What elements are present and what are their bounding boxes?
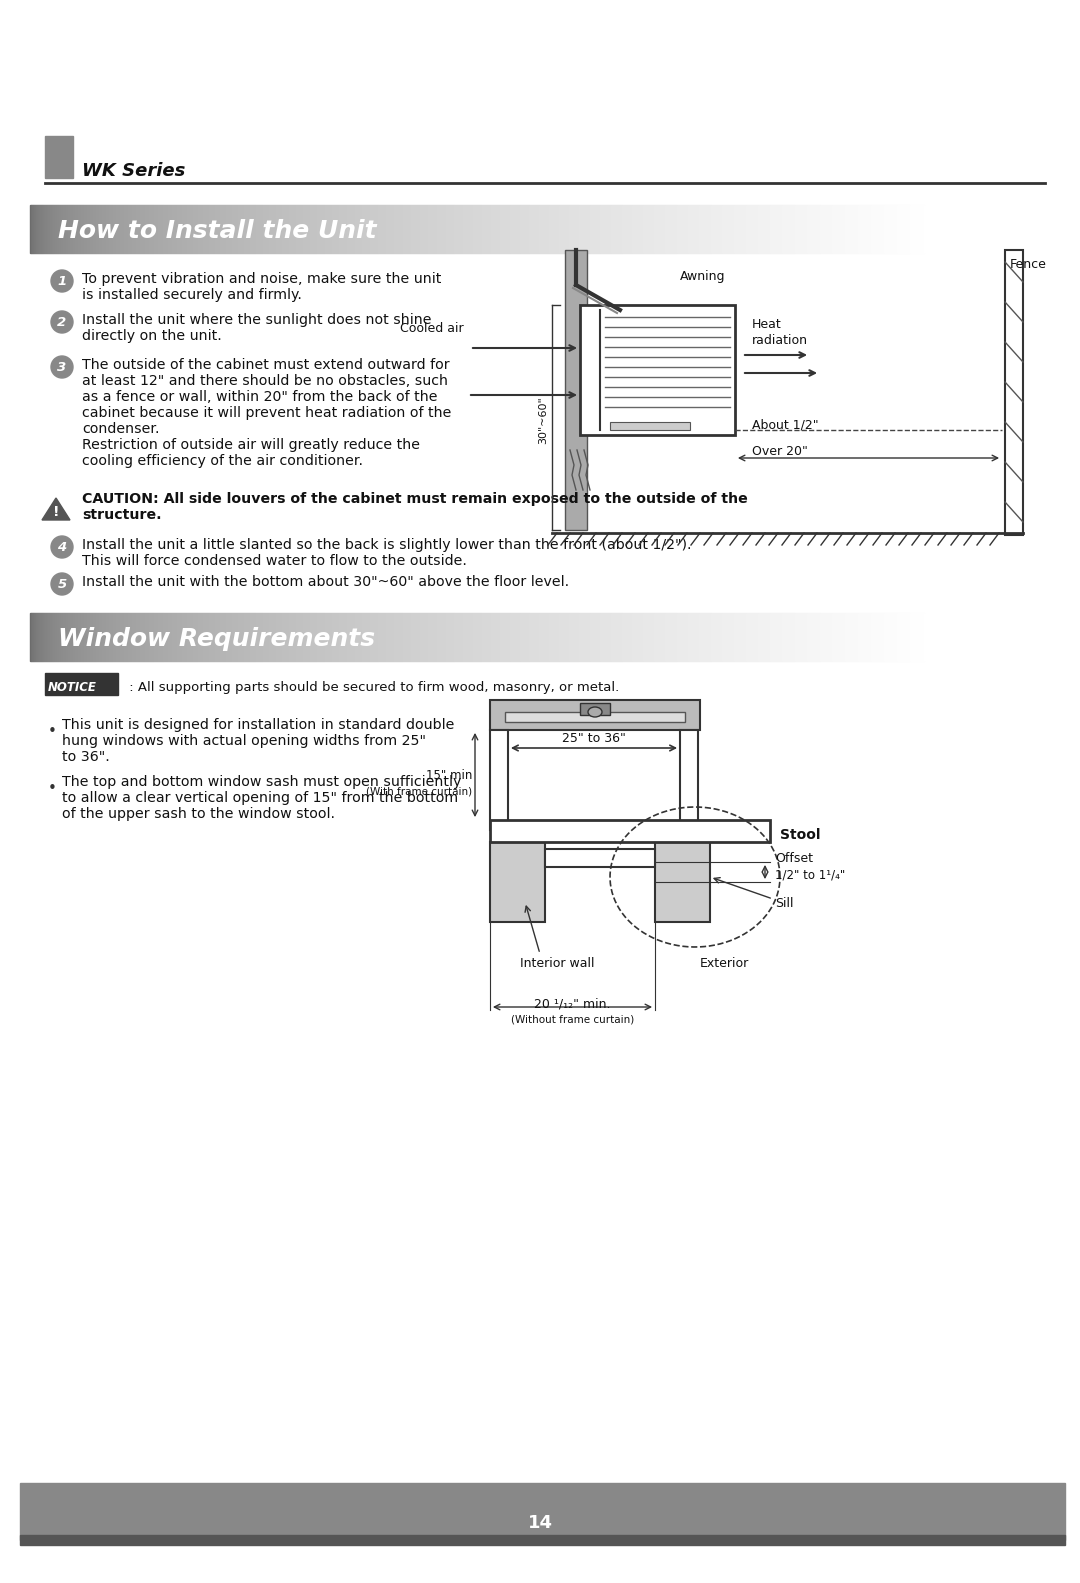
Text: radiation: radiation: [752, 334, 808, 347]
Text: of the upper sash to the window stool.: of the upper sash to the window stool.: [62, 807, 335, 822]
Text: WK Series: WK Series: [82, 161, 186, 180]
Bar: [21, 1536, 1065, 1545]
Text: hung windows with actual opening widths from 25": hung windows with actual opening widths …: [62, 735, 426, 749]
Text: Install the unit where the sunlight does not shine: Install the unit where the sunlight does…: [82, 313, 432, 328]
Text: 2: 2: [57, 315, 67, 329]
Text: structure.: structure.: [82, 508, 162, 522]
Ellipse shape: [588, 708, 602, 717]
Text: is installed securely and firmly.: is installed securely and firmly.: [82, 288, 302, 302]
Text: 25" to 36": 25" to 36": [562, 731, 626, 746]
Bar: [654, 842, 710, 921]
Text: 14: 14: [527, 1513, 553, 1532]
Text: Sill: Sill: [775, 898, 794, 910]
Text: Cooled air: Cooled air: [400, 321, 463, 336]
Text: 1/2" to 1¹/₄": 1/2" to 1¹/₄": [775, 867, 846, 882]
Bar: [490, 842, 545, 921]
Bar: [1005, 250, 1023, 535]
Bar: [490, 820, 770, 842]
Text: Restriction of outside air will greatly reduce the: Restriction of outside air will greatly …: [82, 438, 420, 453]
Circle shape: [51, 573, 73, 595]
Polygon shape: [42, 499, 70, 519]
Circle shape: [51, 310, 73, 332]
Text: Stool: Stool: [780, 828, 821, 842]
Text: NOTICE: NOTICE: [48, 681, 97, 693]
Text: as a fence or wall, within 20" from the back of the: as a fence or wall, within 20" from the …: [82, 389, 437, 404]
Text: •: •: [48, 780, 57, 796]
Text: cabinet because it will prevent heat radiation of the: cabinet because it will prevent heat rad…: [82, 405, 451, 419]
Circle shape: [51, 356, 73, 378]
Text: •: •: [48, 723, 57, 739]
Text: directly on the unit.: directly on the unit.: [82, 329, 221, 344]
Text: Awning: Awning: [680, 271, 726, 283]
Text: at least 12" and there should be no obstacles, such: at least 12" and there should be no obst…: [82, 374, 448, 388]
Text: 4: 4: [57, 540, 67, 554]
Bar: [580, 703, 610, 716]
Text: Install the unit with the bottom about 30"~60" above the floor level.: Install the unit with the bottom about 3…: [82, 575, 569, 589]
Text: 20 ¹/₁₂" min.: 20 ¹/₁₂" min.: [535, 997, 611, 1010]
Text: Heat: Heat: [752, 318, 782, 331]
Bar: [580, 306, 735, 435]
Text: Exterior: Exterior: [700, 958, 750, 970]
Text: The top and bottom window sash must open sufficiently: The top and bottom window sash must open…: [62, 776, 461, 788]
Text: : All supporting parts should be secured to firm wood, masonry, or metal.: : All supporting parts should be secured…: [125, 681, 619, 693]
Bar: [565, 250, 588, 530]
Text: CAUTION: All side louvers of the cabinet must remain exposed to the outside of t: CAUTION: All side louvers of the cabinet…: [82, 492, 747, 507]
Bar: [505, 712, 685, 722]
Text: Interior wall: Interior wall: [519, 958, 594, 970]
Text: to allow a clear vertical opening of 15" from the bottom: to allow a clear vertical opening of 15"…: [62, 792, 458, 806]
Text: condenser.: condenser.: [82, 423, 160, 435]
Text: To prevent vibration and noise, make sure the unit: To prevent vibration and noise, make sur…: [82, 272, 442, 287]
Text: The outside of the cabinet must extend outward for: The outside of the cabinet must extend o…: [82, 358, 449, 372]
Bar: [545, 848, 654, 867]
Circle shape: [51, 271, 73, 291]
Text: 30"~60": 30"~60": [538, 396, 548, 443]
Text: How to Install the Unit: How to Install the Unit: [58, 218, 377, 244]
Text: Over 20": Over 20": [752, 445, 808, 457]
Text: 3: 3: [57, 361, 67, 374]
Text: cooling efficiency of the air conditioner.: cooling efficiency of the air conditione…: [82, 454, 363, 469]
Text: (With frame curtain): (With frame curtain): [366, 787, 472, 796]
Text: Fence: Fence: [1010, 258, 1047, 271]
Bar: [21, 1483, 1065, 1540]
Text: This unit is designed for installation in standard double: This unit is designed for installation i…: [62, 719, 455, 731]
Text: to 36".: to 36".: [62, 750, 110, 765]
Text: This will force condensed water to flow to the outside.: This will force condensed water to flow …: [82, 554, 467, 568]
Text: Window Requirements: Window Requirements: [58, 627, 375, 651]
Bar: [680, 730, 698, 829]
Text: About 1/2": About 1/2": [752, 418, 819, 431]
Bar: [45, 136, 73, 177]
Bar: [45, 673, 118, 695]
Text: 1: 1: [57, 274, 67, 288]
Text: Offset: Offset: [775, 852, 813, 864]
Text: 5: 5: [57, 578, 67, 590]
Circle shape: [51, 537, 73, 557]
Text: (Without frame curtain): (Without frame curtain): [511, 1015, 634, 1024]
Bar: [490, 730, 508, 829]
Text: 15" min: 15" min: [426, 768, 472, 782]
Text: !: !: [53, 505, 59, 519]
Bar: [610, 423, 690, 431]
Bar: [490, 700, 700, 730]
Text: Install the unit a little slanted so the back is slightly lower than the front (: Install the unit a little slanted so the…: [82, 538, 691, 552]
